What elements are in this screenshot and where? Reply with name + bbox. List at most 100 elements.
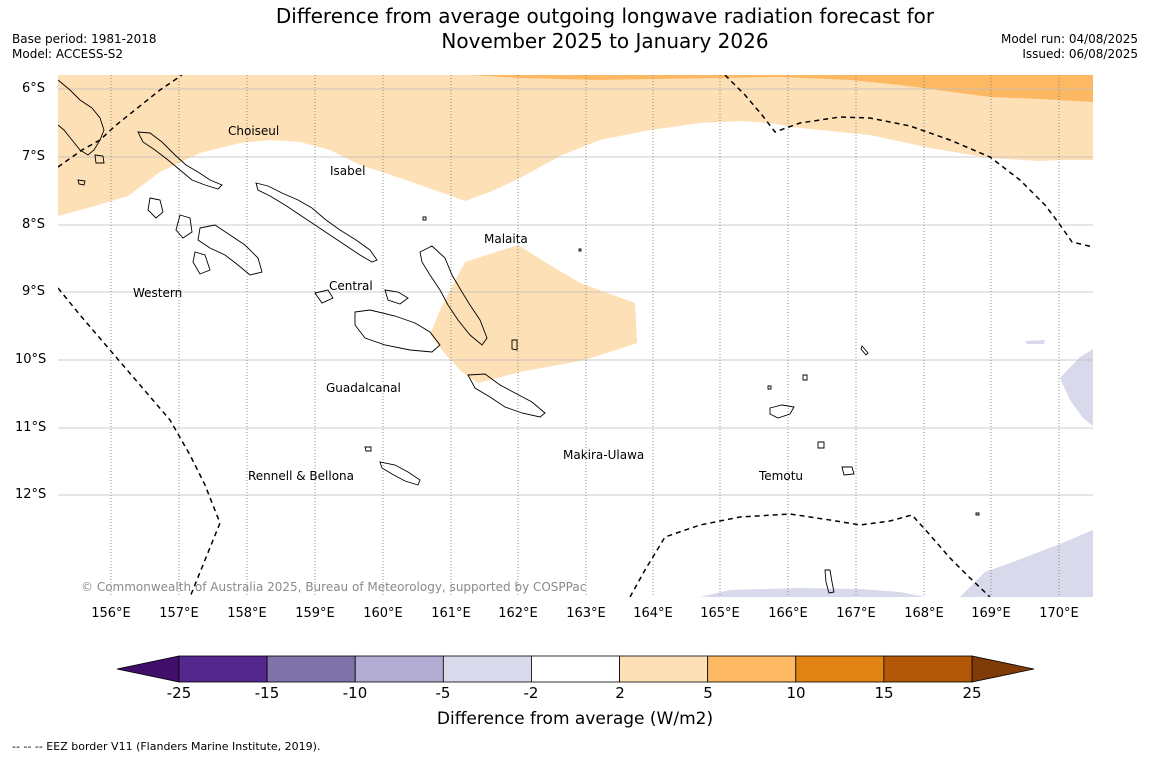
anomaly-area-light-purple-south — [960, 530, 1093, 597]
anomaly-area-light-purple-small — [1025, 340, 1045, 344]
anomaly-area-light-purple-south-2 — [700, 588, 925, 597]
lon-label-166e: 166°E — [768, 606, 808, 621]
region-label-malaita: Malaita — [484, 232, 528, 246]
lat-label-8s: 8°S — [22, 217, 46, 232]
eez-north-west — [58, 75, 183, 168]
region-label-choiseul: Choiseul — [228, 124, 280, 138]
isabel-island — [255, 182, 378, 263]
small-island-nw — [94, 154, 105, 164]
region-label-central: Central — [329, 279, 373, 293]
lon-label-167e: 167°E — [836, 606, 876, 621]
colorbar-segment — [442, 655, 532, 683]
guadalcanal-island — [354, 309, 441, 353]
lon-label-156e: 156°E — [91, 606, 131, 621]
temotu-islet-1 — [802, 374, 808, 381]
colorbar-tick: 10 — [786, 684, 806, 702]
colorbar-tick: -25 — [166, 684, 192, 702]
anomaly-area-orange-northeast — [470, 75, 1093, 102]
region-label-western: Western — [133, 286, 183, 300]
colorbar-segment — [619, 655, 709, 683]
title-line-1: Difference from average outgoing longwav… — [275, 4, 935, 28]
lon-label-157e: 157°E — [159, 606, 199, 621]
title-line-2: November 2025 to January 2026 — [441, 29, 769, 53]
russell-islands — [314, 289, 334, 304]
temotu-islet-6 — [860, 345, 869, 356]
region-label-rennell-bellona: Rennell & Bellona — [248, 469, 355, 483]
colorbar-segment — [178, 655, 268, 683]
region-label-guadalcanal: Guadalcanal — [326, 381, 401, 395]
colorbar-tick: 15 — [874, 684, 894, 702]
model-name: Model: ACCESS-S2 — [12, 47, 124, 61]
meta-right: Model run: 04/08/2025 Issued: 06/08/2025 — [1001, 32, 1138, 62]
western-islands — [147, 197, 263, 276]
islet-north — [422, 216, 427, 221]
anomaly-area-light-orange-malaita — [430, 245, 637, 383]
islet-mid — [578, 248, 582, 252]
colorbar-segment — [707, 655, 797, 683]
bougainville-coast — [58, 79, 105, 156]
eez-south — [629, 513, 991, 597]
colorbar — [116, 655, 1035, 683]
choiseul-island — [137, 131, 223, 190]
small-island-nw-2 — [77, 179, 86, 186]
bellona-island — [364, 446, 372, 452]
colorbar-segment — [883, 655, 973, 683]
issued-date: Issued: 06/08/2025 — [1022, 47, 1138, 61]
florida-islands — [384, 289, 409, 305]
coastlines — [58, 79, 980, 594]
eez-west — [58, 287, 221, 597]
eez-north-east — [724, 75, 1093, 248]
eez-borders — [58, 75, 1093, 597]
lon-label-170e: 170°E — [1039, 606, 1079, 621]
latitude-gridlines — [58, 88, 1093, 496]
anomaly-area-light-purple-east — [1060, 349, 1093, 426]
base-period: Base period: 1981-2018 — [12, 32, 157, 46]
model-run: Model run: 04/08/2025 — [1000, 32, 1138, 46]
temotu-islet-3 — [817, 441, 825, 449]
colorbar-segment — [531, 655, 620, 683]
colorbar-tick: 5 — [703, 684, 713, 702]
lat-label-6s: 6°S — [22, 81, 46, 96]
colorbar-tick: 25 — [962, 684, 982, 702]
malaita-island — [419, 245, 488, 346]
lon-label-168e: 168°E — [904, 606, 944, 621]
lon-label-165e: 165°E — [700, 606, 740, 621]
colorbar-extend-low — [116, 655, 180, 683]
colorbar-tick: -15 — [254, 684, 280, 702]
makira-island — [467, 373, 546, 418]
new-georgia-island — [175, 214, 193, 239]
anomaly-area-light-orange-north — [58, 75, 1093, 216]
colorbar-extend-high — [971, 655, 1035, 683]
colorbar-tick: -5 — [435, 684, 451, 702]
lon-label-161e: 161°E — [431, 606, 471, 621]
lon-label-162e: 162°E — [498, 606, 538, 621]
colorbar-segment — [266, 655, 356, 683]
temotu-islet-4 — [841, 466, 855, 476]
colorbar-segment — [795, 655, 885, 683]
colorbar-tick: -10 — [342, 684, 368, 702]
chart-title: Difference from average outgoing longwav… — [200, 4, 1010, 54]
region-label-makira-ulawa: Makira-Ulawa — [563, 448, 645, 462]
islet-far-south — [975, 512, 980, 516]
colorbar-label: Difference from average (W/m2) — [436, 709, 714, 729]
lat-label-7s: 7°S — [22, 149, 46, 164]
copyright-notice: © Commonwealth of Australia 2025, Bureau… — [81, 580, 587, 594]
colorbar-tick: 2 — [615, 684, 625, 702]
lon-label-164e: 164°E — [633, 606, 673, 621]
lon-label-159e: 159°E — [295, 606, 335, 621]
region-label-isabel: Isabel — [330, 164, 366, 178]
lon-label-169e: 169°E — [971, 606, 1011, 621]
temotu-islet-2 — [767, 385, 772, 390]
eez-footnote: -- -- -- EEZ border V11 (Flanders Marine… — [12, 740, 321, 753]
colorbar-tick: -2 — [523, 684, 539, 702]
meta-left: Base period: 1981-2018 Model: ACCESS-S2 — [12, 32, 157, 62]
lon-label-163e: 163°E — [566, 606, 606, 621]
lat-label-11s: 11°S — [15, 420, 47, 435]
colorbar-segment — [354, 655, 444, 683]
lat-label-9s: 9°S — [22, 284, 46, 299]
longitude-gridlines — [110, 75, 1060, 597]
lat-label-12s: 12°S — [15, 487, 47, 502]
lat-label-10s: 10°S — [15, 352, 47, 367]
region-label-temotu: Temotu — [759, 469, 804, 483]
